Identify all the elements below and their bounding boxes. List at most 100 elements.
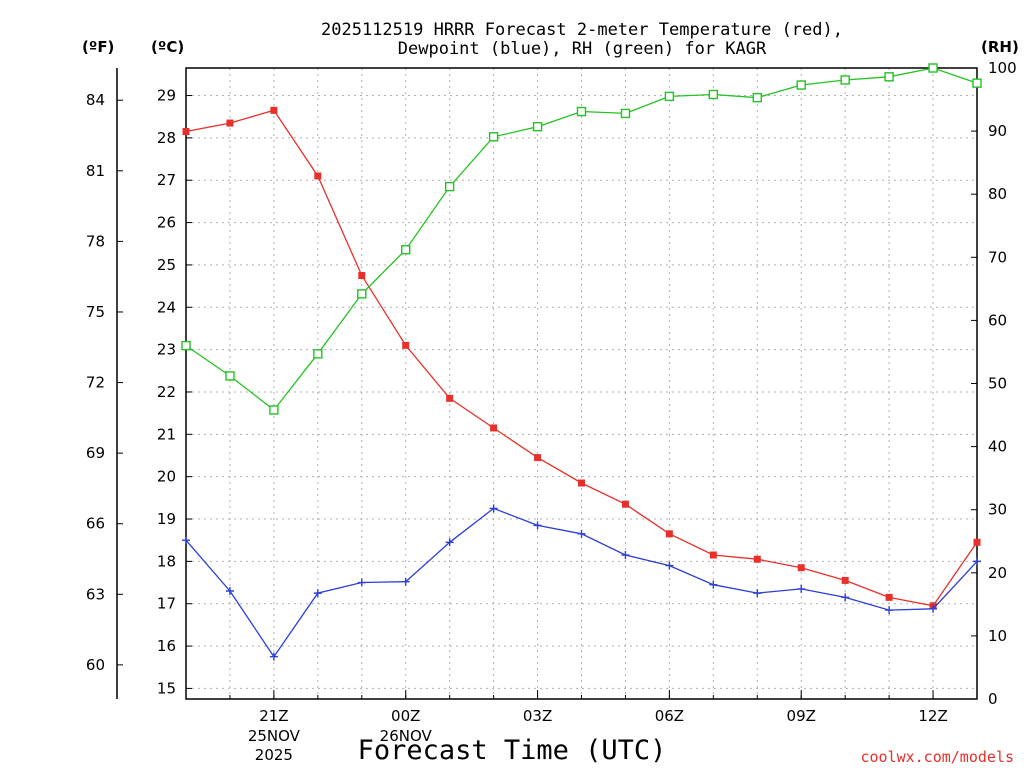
- temperature-point: [182, 128, 190, 136]
- fahrenheit-tick-label: 60: [86, 656, 105, 674]
- dewpoint-point: [621, 551, 630, 560]
- dewpoint-point: [665, 561, 674, 570]
- celsius-tick-label: 21: [157, 425, 176, 443]
- temperature-point: [665, 530, 673, 538]
- celsius-tick-label: 19: [157, 510, 176, 528]
- rh-tick-label: 10: [988, 627, 1007, 645]
- dewpoint-point: [841, 593, 850, 602]
- axes: [116, 67, 978, 700]
- rh-point: [576, 106, 587, 117]
- rh-tick-label: 0: [988, 690, 998, 708]
- fahrenheit-tick-label: 81: [86, 162, 105, 180]
- temperature-point: [226, 119, 234, 127]
- rh-tick-label: 40: [988, 438, 1007, 456]
- fahrenheit-tick-label: 75: [86, 303, 105, 321]
- temperature-point: [797, 564, 805, 572]
- dewpoint-point: [753, 589, 762, 598]
- rh-point: [444, 181, 455, 192]
- temperature-point: [709, 551, 717, 559]
- tick-labels: 15 16 17 18 19 20 21 22 23 24 25 26 27 28 29 60 63 66 69 72…: [86, 59, 1017, 764]
- temperature-point: [314, 172, 322, 180]
- celsius-tick-label: 25: [157, 256, 176, 274]
- rh-tick-label: 60: [988, 311, 1007, 329]
- dewpoint-point: [973, 557, 981, 566]
- rh-tick-label: 30: [988, 501, 1007, 519]
- fahrenheit-tick-label: 66: [86, 515, 105, 533]
- dewpoint-point: [445, 538, 454, 547]
- dewpoint-point: [401, 577, 410, 586]
- celsius-unit-label: (ºC): [151, 38, 184, 56]
- temperature-point: [446, 394, 454, 402]
- celsius-tick-label: 29: [157, 87, 176, 105]
- dewpoint-point: [225, 587, 234, 596]
- rh-point: [269, 405, 279, 415]
- temperature-point: [402, 341, 410, 349]
- celsius-tick-label: 20: [157, 468, 176, 486]
- celsius-tick-label: 16: [157, 637, 176, 655]
- rh-point: [796, 80, 806, 90]
- rh-tick-label: 90: [988, 122, 1007, 140]
- dewpoint-point: [709, 580, 718, 589]
- fahrenheit-tick-label: 72: [86, 374, 105, 392]
- temperature-point: [358, 272, 366, 280]
- x-tick-label: 09Z: [787, 707, 816, 725]
- dewpoint-point: [577, 529, 586, 538]
- celsius-tick-label: 15: [157, 679, 176, 697]
- x-tick-label: 21Z: [259, 707, 288, 725]
- rh-tick-label: 70: [988, 248, 1007, 266]
- fahrenheit-unit-label: (ºF): [82, 38, 114, 56]
- celsius-tick-label: 27: [157, 171, 176, 189]
- rh-point: [488, 132, 499, 142]
- plot-frame: [185, 67, 978, 700]
- temperature-point: [490, 424, 498, 432]
- rh-point: [532, 121, 543, 132]
- temperature-point: [973, 538, 981, 546]
- dewpoint-point: [357, 578, 366, 587]
- celsius-tick-label: 26: [157, 214, 176, 232]
- temperature-point: [534, 454, 542, 462]
- celsius-tick-label: 17: [157, 595, 176, 613]
- rh-point: [357, 289, 367, 299]
- rh-tick-label: 20: [988, 564, 1007, 582]
- rh-point: [752, 92, 762, 103]
- rh-point: [708, 89, 719, 100]
- dewpoint-point: [929, 604, 938, 613]
- rh-point: [972, 78, 982, 88]
- rh-point: [225, 371, 235, 381]
- fahrenheit-tick-label: 84: [86, 91, 105, 109]
- rh-point: [401, 245, 411, 255]
- credit-text: coolwx.com/models: [860, 748, 1014, 766]
- celsius-tick-label: 28: [157, 129, 176, 147]
- fahrenheit-tick-label: 63: [86, 585, 105, 603]
- series: [181, 63, 982, 661]
- x-tick-label: 00Z: [391, 707, 420, 725]
- rh-point: [181, 340, 191, 351]
- rh-point: [840, 75, 850, 85]
- celsius-tick-label: 23: [157, 341, 176, 359]
- rh-point: [664, 91, 675, 102]
- celsius-tick-label: 18: [157, 552, 176, 570]
- rh-point: [620, 108, 631, 119]
- dewpoint-point: [182, 536, 190, 545]
- dewpoint-point: [885, 606, 894, 615]
- dewpoint-point: [489, 504, 498, 513]
- rh-tick-label: 80: [988, 185, 1007, 203]
- temperature-point: [841, 576, 849, 584]
- rh-point: [928, 63, 938, 73]
- dewpoint-point: [313, 589, 322, 598]
- temperature-point: [578, 479, 585, 487]
- rh-line: [185, 67, 978, 411]
- dewpoint-point: [533, 521, 542, 530]
- rh-tick-label: 50: [988, 375, 1007, 393]
- fahrenheit-tick-label: 78: [86, 232, 105, 250]
- x-axis-title: Forecast Time (UTC): [358, 735, 667, 766]
- date-label-line1: 26NOV: [380, 727, 433, 745]
- celsius-tick-label: 24: [157, 298, 176, 316]
- grid-lines: [185, 68, 978, 699]
- rh-point: [884, 72, 894, 82]
- x-tick-label: 03Z: [523, 707, 552, 725]
- celsius-tick-label: 22: [157, 383, 176, 401]
- fahrenheit-tick-label: 69: [86, 444, 105, 462]
- date-label-line2: 2025: [255, 746, 293, 764]
